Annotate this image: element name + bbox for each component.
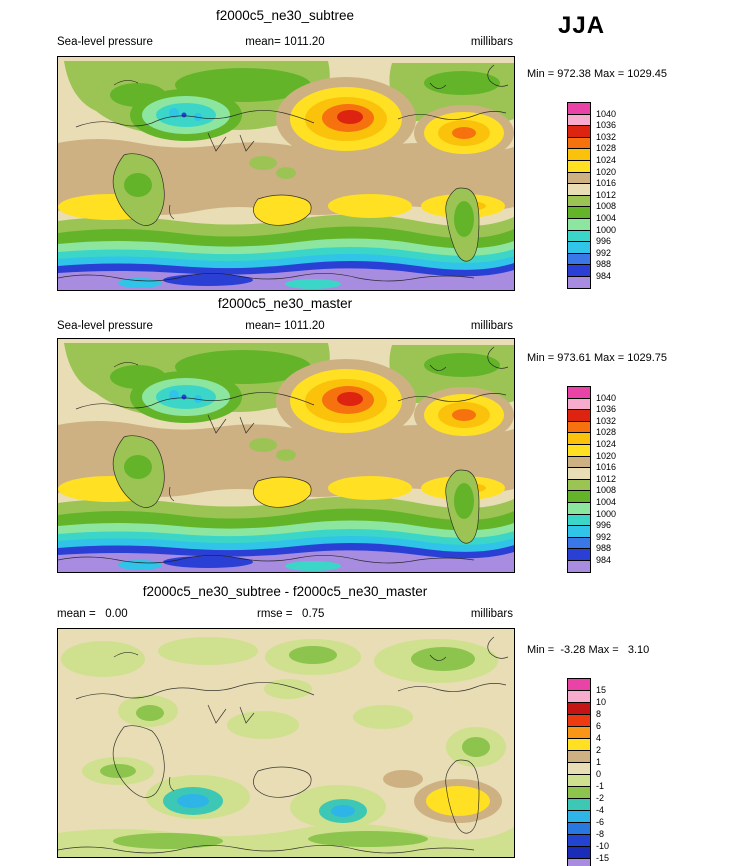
diff-map-plot: [58, 629, 514, 857]
colorbar-label: 1036: [596, 120, 617, 131]
colorbar-label: 1000: [596, 508, 617, 519]
colorbar-label: 988: [596, 543, 612, 554]
case2-colorbar: 1040 1036 1032 1028 1024 1020 1016 1012 1008 1004…: [567, 386, 616, 573]
colorbar-cell: [567, 275, 591, 289]
colorbar-label: 10: [596, 697, 607, 707]
colorbar-label: 1024: [596, 155, 617, 165]
case1-minmax: Min = 972.38 Max = 1029.45: [527, 68, 668, 80]
diff-colorbar: 15 10 8 6 4 2 1 0 -1 -2 -4 -6 -8 -10 -15: [567, 678, 609, 866]
colorbar-label: 1040: [596, 392, 617, 403]
colorbar-label: 8: [596, 709, 602, 719]
diff-units-label: millibars: [470, 608, 513, 620]
colorbar-label: 6: [596, 721, 602, 731]
colorbar-label: 4: [596, 733, 602, 743]
colorbar-label: 1008: [596, 485, 617, 496]
colorbar-label: 1016: [596, 462, 617, 473]
case2-map: [57, 338, 515, 573]
colorbar-label: -1: [596, 781, 605, 791]
diff-rmse-value: rmse = 0.75: [257, 608, 325, 620]
colorbar-label: -2: [596, 793, 605, 803]
colorbar-label: 996: [596, 236, 612, 247]
case1-mean-value: mean= 1011.20: [245, 36, 325, 48]
case2-minmax: Min = 973.61 Max = 1029.75: [527, 352, 668, 364]
colorbar-label: 1036: [596, 404, 617, 415]
colorbar-label: 1008: [596, 201, 617, 212]
colorbar-label: 1040: [596, 108, 617, 119]
case1-colorbar: 1040 1036 1032 1028 1024 1020 1016 1012 1008 1004…: [567, 102, 616, 289]
colorbar-label: 984: [596, 555, 612, 565]
colorbar-label: 1024: [596, 439, 617, 449]
case1-map: [57, 56, 515, 291]
diff-minmax: Min = -3.28 Max = 3.10: [527, 644, 650, 656]
diff-map: [57, 628, 515, 858]
colorbar-label: 0: [596, 769, 602, 779]
colorbar-label: 1020: [596, 450, 617, 461]
case2-units-label: millibars: [470, 320, 513, 332]
colorbar-cell: [567, 858, 591, 866]
colorbar-label: -8: [596, 829, 605, 839]
colorbar-label: 992: [596, 247, 612, 258]
colorbar-label: 1032: [596, 131, 617, 142]
variable-label: Sea-level pressure: [57, 36, 153, 48]
case2-title: f2000c5_ne30_master: [217, 296, 353, 311]
variable-label: Sea-level pressure: [57, 320, 153, 332]
colorbar-cell: [567, 559, 591, 573]
colorbar-label: 1028: [596, 427, 617, 438]
colorbar-label: 1000: [596, 224, 617, 235]
case1-title: f2000c5_ne30_subtree: [215, 8, 355, 23]
case1-units-label: millibars: [470, 36, 513, 48]
colorbar-label: 996: [596, 520, 612, 531]
case1-map-plot: [58, 57, 514, 290]
colorbar-label: -15: [596, 853, 610, 863]
season-label: JJA: [558, 12, 606, 39]
colorbar-label: 1032: [596, 415, 617, 426]
colorbar-label: 988: [596, 259, 612, 270]
colorbar-label: 2: [596, 745, 602, 755]
colorbar-label: 984: [596, 271, 612, 281]
colorbar-label: 15: [596, 685, 607, 695]
colorbar-label: -10: [596, 841, 610, 851]
colorbar-label: -6: [596, 817, 605, 827]
colorbar-label: -4: [596, 805, 605, 815]
colorbar-label: 1012: [596, 189, 617, 200]
colorbar-label: 1012: [596, 473, 617, 484]
colorbar-label: 1020: [596, 166, 617, 177]
colorbar-label: 1016: [596, 178, 617, 189]
colorbar-label: 992: [596, 531, 612, 542]
case2-map-plot: [58, 339, 514, 572]
colorbar-label: 1: [596, 757, 602, 767]
colorbar-label: 1028: [596, 143, 617, 154]
case2-mean-value: mean= 1011.20: [245, 320, 325, 332]
diff-title: f2000c5_ne30_subtree - f2000c5_ne30_mast…: [142, 584, 428, 599]
colorbar-label: 1004: [596, 497, 617, 507]
diff-mean-value: mean = 0.00: [57, 608, 128, 620]
colorbar-label: 1004: [596, 213, 617, 223]
